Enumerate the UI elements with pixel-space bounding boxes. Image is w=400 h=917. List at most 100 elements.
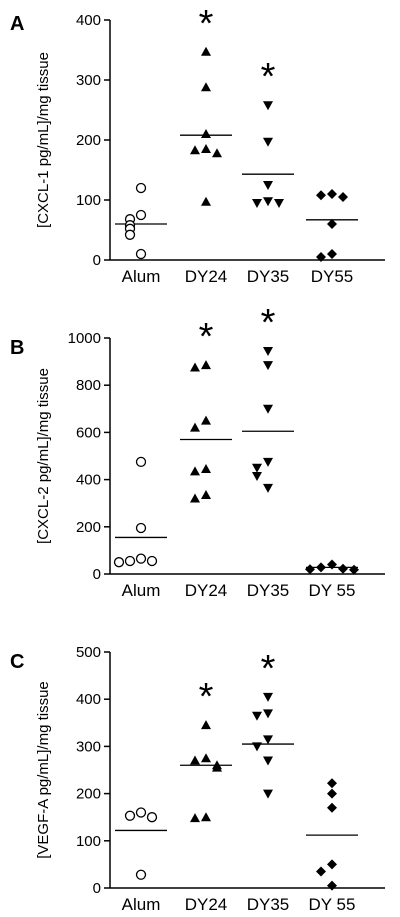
panel-letter: A [10,13,24,35]
data-point [263,756,273,766]
y-tick-label: 800 [76,377,101,394]
data-point [135,869,147,880]
significance-marker: * [261,56,276,98]
data-point [124,229,136,240]
significance-marker: * [199,316,214,358]
data-point [201,753,211,763]
data-point [252,463,262,473]
data-point [146,812,158,823]
panel-B: B 0 200 400 600 800 1000 [CXCL-2 pg/mL]/mg tiss… [10,302,385,600]
data-point [263,137,273,147]
significance-marker: * [261,302,276,344]
data-point [263,735,273,745]
category-label: DY24 [185,581,228,600]
data-point [327,788,337,799]
y-tick-label: 400 [76,12,101,29]
data-point [327,859,337,870]
data-point [327,219,337,229]
y-tick-label: 400 [76,472,101,489]
data-point [263,197,273,207]
category-label: DY 55 [309,581,356,600]
data-point [190,755,200,765]
data-point [201,812,211,822]
data-point [263,346,273,356]
panel-A: A 0 100 200 300 400 [CXCL-1 pg/mL]/mg tissue Al… [10,3,385,286]
data-point [327,880,337,891]
y-axis-label: [CXCL-1 pg/mL]/mg tissue [35,52,52,228]
y-tick-label: 0 [93,566,101,583]
y-axis-label: [CXCL-2 pg/mL]/mg tissue [35,368,52,544]
data-point [201,415,211,425]
data-point [327,249,337,259]
data-point [212,148,222,158]
data-point [190,813,200,823]
data-point [201,463,211,473]
category-label: Alum [122,581,161,600]
data-point [201,196,211,206]
significance-marker: * [261,648,276,690]
category-label: DY24 [185,267,228,286]
data-point [316,252,326,262]
y-axis-label: [VEGF-A pg/mL]/mg tissue [35,681,52,859]
y-tick-label: 400 [76,691,101,708]
data-point [201,144,211,153]
data-point [274,199,284,208]
data-point [263,404,273,414]
data-point [263,181,273,190]
data-point [124,810,136,821]
category-label: DY24 [185,895,228,914]
category-label: Alum [122,267,161,286]
panel-C: C 0 100 200 300 400 500 [VEGF-A pg/mL]/mg tissu… [10,644,385,914]
data-point [263,709,273,719]
data-point [263,361,273,371]
panel-letter: B [10,337,24,359]
data-point [135,522,147,534]
category-label: DY35 [247,895,290,914]
data-point [190,493,200,503]
data-point [201,360,211,370]
data-point [190,422,200,432]
data-point [135,456,147,468]
data-point [252,199,262,208]
data-point [135,182,147,194]
data-point [327,802,337,813]
data-point [201,129,211,138]
y-tick-label: 100 [76,192,101,209]
category-label: DY35 [247,267,290,286]
category-label: DY 55 [309,895,356,914]
data-point [146,555,158,567]
data-point [135,553,147,564]
y-tick-label: 200 [76,519,101,536]
y-tick-label: 0 [93,252,101,269]
data-point [113,557,125,568]
category-label: DY55 [311,267,354,286]
data-point [124,555,136,567]
y-tick-label: 600 [76,424,101,441]
data-point [263,789,273,799]
data-point [316,190,326,201]
data-point [252,472,262,482]
data-point [305,564,315,575]
category-label: DY35 [247,581,290,600]
significance-marker: * [199,3,214,45]
data-point [349,564,359,575]
y-tick-label: 0 [93,880,101,897]
category-label: Alum [122,895,161,914]
data-point [327,559,337,570]
data-point [338,563,348,574]
data-point [327,189,337,199]
data-point [327,778,337,789]
y-tick-label: 500 [76,644,101,661]
data-point [263,457,273,467]
panel-letter: C [10,651,24,673]
data-point [252,742,262,752]
data-point [316,866,326,877]
data-point [338,192,348,202]
y-tick-label: 200 [76,132,101,149]
data-point [190,145,200,155]
y-tick-label: 1000 [68,330,101,347]
data-point [263,101,273,111]
y-tick-label: 300 [76,738,101,755]
data-point [263,483,273,493]
